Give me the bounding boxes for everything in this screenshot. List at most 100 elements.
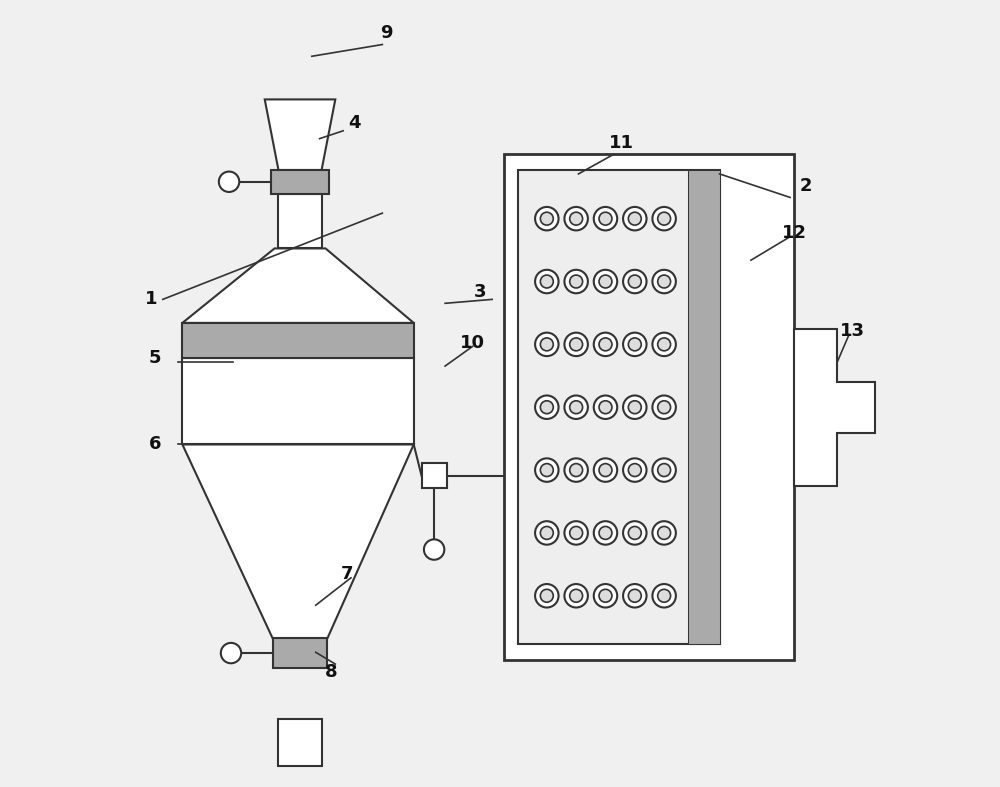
Circle shape: [658, 589, 671, 602]
Circle shape: [221, 643, 241, 663]
Text: 12: 12: [782, 224, 807, 242]
Circle shape: [594, 396, 617, 419]
Circle shape: [535, 458, 559, 482]
Circle shape: [570, 464, 583, 476]
Circle shape: [599, 338, 612, 351]
Circle shape: [594, 270, 617, 294]
Circle shape: [658, 275, 671, 288]
Circle shape: [535, 396, 559, 419]
Bar: [518, 170, 720, 645]
Circle shape: [570, 401, 583, 414]
Text: 7: 7: [341, 565, 353, 583]
Bar: [688, 170, 720, 645]
Circle shape: [652, 270, 676, 294]
Circle shape: [540, 464, 553, 476]
Circle shape: [623, 270, 647, 294]
Circle shape: [652, 458, 676, 482]
Circle shape: [564, 207, 588, 231]
Circle shape: [535, 584, 559, 608]
Circle shape: [652, 207, 676, 231]
Circle shape: [628, 527, 641, 539]
Circle shape: [570, 275, 583, 288]
Text: 2: 2: [800, 176, 812, 194]
Circle shape: [570, 527, 583, 539]
Circle shape: [599, 212, 612, 225]
Circle shape: [628, 275, 641, 288]
Circle shape: [540, 275, 553, 288]
Circle shape: [570, 212, 583, 225]
Circle shape: [594, 458, 617, 482]
Bar: [504, 154, 794, 660]
Polygon shape: [182, 445, 414, 638]
Circle shape: [564, 584, 588, 608]
Circle shape: [564, 521, 588, 545]
Bar: [273, 638, 327, 668]
Circle shape: [594, 584, 617, 608]
Circle shape: [219, 172, 239, 192]
Circle shape: [570, 338, 583, 351]
Polygon shape: [182, 249, 414, 323]
Circle shape: [540, 338, 553, 351]
Bar: [688, 170, 720, 645]
Text: 3: 3: [474, 283, 487, 301]
Circle shape: [540, 401, 553, 414]
Circle shape: [652, 584, 676, 608]
Circle shape: [623, 396, 647, 419]
Circle shape: [594, 521, 617, 545]
Circle shape: [540, 212, 553, 225]
Text: 10: 10: [460, 334, 485, 352]
Circle shape: [628, 401, 641, 414]
Circle shape: [623, 458, 647, 482]
Circle shape: [623, 333, 647, 356]
Circle shape: [658, 212, 671, 225]
Polygon shape: [265, 99, 335, 170]
Bar: [278, 194, 322, 249]
Text: 6: 6: [149, 435, 161, 453]
Circle shape: [564, 458, 588, 482]
Text: 13: 13: [840, 322, 865, 340]
Circle shape: [623, 521, 647, 545]
Circle shape: [658, 464, 671, 476]
Circle shape: [623, 584, 647, 608]
Circle shape: [628, 589, 641, 602]
Circle shape: [628, 212, 641, 225]
Circle shape: [540, 589, 553, 602]
Circle shape: [535, 521, 559, 545]
Circle shape: [599, 589, 612, 602]
Bar: [422, 464, 447, 489]
Circle shape: [658, 527, 671, 539]
Circle shape: [564, 396, 588, 419]
Circle shape: [564, 270, 588, 294]
Text: 8: 8: [325, 663, 338, 681]
Circle shape: [570, 589, 583, 602]
Circle shape: [623, 207, 647, 231]
Circle shape: [564, 333, 588, 356]
Bar: [182, 323, 414, 358]
Circle shape: [535, 333, 559, 356]
Circle shape: [535, 207, 559, 231]
Circle shape: [652, 521, 676, 545]
Circle shape: [652, 396, 676, 419]
Circle shape: [594, 207, 617, 231]
Circle shape: [599, 275, 612, 288]
Circle shape: [628, 464, 641, 476]
Circle shape: [535, 270, 559, 294]
Bar: [271, 170, 329, 194]
Text: 11: 11: [609, 134, 634, 152]
Circle shape: [599, 401, 612, 414]
Circle shape: [540, 527, 553, 539]
Circle shape: [652, 333, 676, 356]
Circle shape: [594, 333, 617, 356]
Circle shape: [424, 539, 444, 560]
Text: 1: 1: [145, 290, 157, 309]
Circle shape: [658, 401, 671, 414]
Circle shape: [599, 527, 612, 539]
Circle shape: [599, 464, 612, 476]
Text: 5: 5: [149, 349, 161, 368]
Circle shape: [658, 338, 671, 351]
Bar: [278, 719, 322, 766]
Text: 9: 9: [380, 24, 393, 42]
Circle shape: [628, 338, 641, 351]
Text: 4: 4: [349, 114, 361, 132]
Polygon shape: [794, 329, 875, 486]
